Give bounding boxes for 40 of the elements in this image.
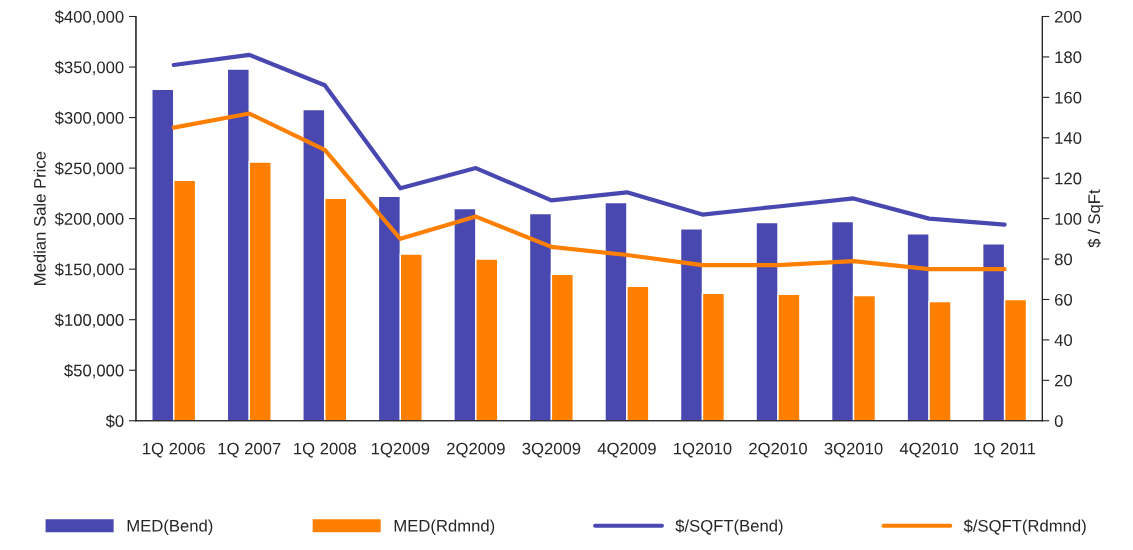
y2-axis-title: $ / SqFt bbox=[1087, 189, 1104, 248]
y-tick-label: $150,000 bbox=[54, 262, 124, 278]
y-tick-label: $250,000 bbox=[54, 161, 124, 177]
y-axis-title: Median Sale Price bbox=[33, 151, 46, 285]
line-series bbox=[171, 52, 1007, 227]
legend-label: $/SQFT(Rdmnd) bbox=[963, 519, 1086, 535]
y2-tick-label: 80 bbox=[1054, 253, 1073, 266]
y2-tick-label: 160 bbox=[1055, 91, 1082, 104]
x-tick-label: 4Q2010 bbox=[899, 442, 959, 458]
y2-tick-label: 60 bbox=[1055, 293, 1073, 306]
x-tick-label: 1Q 2007 bbox=[218, 442, 281, 458]
x-tick-label: 1Q 2008 bbox=[294, 442, 357, 458]
x-tick-label: 1Q2010 bbox=[674, 442, 732, 458]
y-tick-label: $100,000 bbox=[54, 313, 124, 328]
x-tick-label: 1Q 2006 bbox=[143, 442, 205, 458]
y2-tick-label: 180 bbox=[1055, 51, 1082, 64]
y2-tick-label: 140 bbox=[1055, 132, 1082, 144]
legend-label: $/SQFT(Bend) bbox=[675, 519, 783, 535]
x-tick-label: 3Q2009 bbox=[522, 442, 581, 458]
y-tick-label: $350,000 bbox=[54, 60, 124, 76]
y2-tick-label: 40 bbox=[1054, 334, 1073, 347]
y2-tick-label: 0 bbox=[1054, 415, 1063, 427]
x-tick-label: 1Q 2011 bbox=[974, 442, 1036, 458]
y-tick-label: $50,000 bbox=[64, 363, 124, 379]
x-tick-label: 3Q2010 bbox=[824, 442, 883, 458]
y2-tick-label: 100 bbox=[1055, 213, 1082, 225]
y-tick-label: $0 bbox=[105, 414, 124, 428]
y2-tick-label: 200 bbox=[1055, 10, 1082, 23]
y2-tick-label: 20 bbox=[1055, 374, 1073, 387]
x-tick-label: 2Q2010 bbox=[749, 442, 807, 458]
x-tick-label: 4Q2009 bbox=[597, 442, 656, 458]
x-tick-label: 2Q2009 bbox=[447, 442, 505, 458]
line-series bbox=[171, 111, 1007, 272]
legend-label: MED(Rdmnd) bbox=[394, 519, 495, 535]
y-tick-label: $400,000 bbox=[54, 10, 124, 25]
y2-tick-label: 120 bbox=[1055, 172, 1082, 185]
y-tick-label: $200,000 bbox=[54, 212, 124, 227]
x-tick-label: 1Q2009 bbox=[371, 442, 430, 458]
y-tick-label: $300,000 bbox=[54, 111, 124, 126]
legend-label: MED(Bend) bbox=[127, 519, 213, 535]
